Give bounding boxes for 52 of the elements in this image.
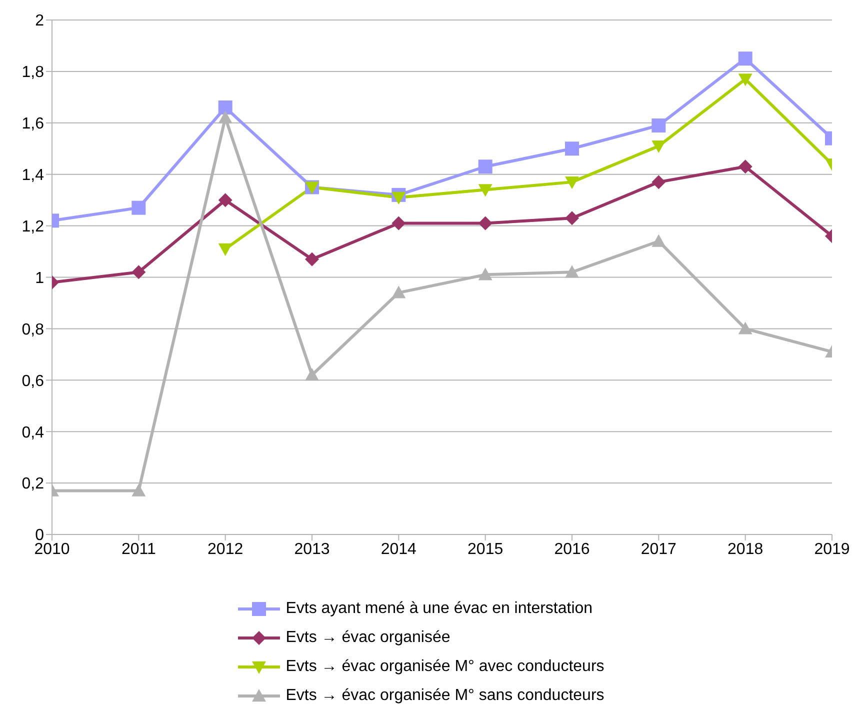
point (565, 176, 579, 190)
x-tick-label: 2015 (468, 540, 504, 558)
x-tick-label: 2019 (814, 540, 850, 558)
point (652, 118, 666, 132)
y-tick-label: 0,8 (22, 321, 44, 338)
point (392, 192, 406, 205)
legend-label: Evts → évac organisée (286, 629, 450, 647)
point (738, 74, 752, 86)
y-tick-label: 1,4 (22, 167, 44, 184)
y-tick-label: 1,8 (22, 64, 44, 82)
point (478, 160, 492, 174)
x-tick-label: 2016 (554, 540, 590, 558)
x-tick-label: 2018 (728, 540, 764, 558)
legend-label: Evts → évac organisée M° avec conducteurs (286, 658, 604, 676)
point (218, 193, 232, 208)
x-tick-label: 2014 (380, 540, 417, 558)
point (652, 175, 666, 190)
y-tick-label: 1,2 (22, 218, 44, 236)
point (132, 265, 146, 280)
point (305, 252, 319, 266)
x-tick-label: 2013 (294, 540, 330, 558)
y-tick-label: 1 (35, 270, 44, 287)
point (392, 216, 406, 230)
point (132, 200, 146, 215)
x-tick-label: 2017 (640, 540, 677, 558)
point (652, 140, 666, 154)
y-tick-label: 0,2 (22, 476, 44, 493)
legend-label: Evts ayant mené à une évac en interstation (286, 600, 593, 618)
x-tick-label: 2011 (121, 540, 156, 558)
point (652, 234, 666, 247)
y-tick-label: 2 (35, 12, 44, 30)
point (738, 160, 752, 174)
point (218, 100, 232, 114)
point (565, 142, 579, 156)
x-tick-label: 2010 (34, 540, 70, 558)
point (478, 268, 492, 280)
point (565, 265, 579, 278)
point (392, 286, 406, 298)
y-tick-label: 0,4 (22, 424, 44, 442)
point (565, 211, 579, 226)
y-tick-label: 1,6 (22, 116, 44, 133)
point (738, 52, 752, 66)
point (132, 484, 146, 496)
point (218, 243, 232, 256)
x-tick-label: 2012 (208, 540, 244, 558)
point (478, 184, 492, 197)
y-tick-label: 0,6 (22, 372, 44, 390)
point (305, 368, 319, 381)
legend-label: Evts → évac organisée M° sans conducteurs (286, 687, 604, 705)
point (738, 322, 752, 334)
point (478, 216, 492, 230)
point (218, 110, 232, 124)
